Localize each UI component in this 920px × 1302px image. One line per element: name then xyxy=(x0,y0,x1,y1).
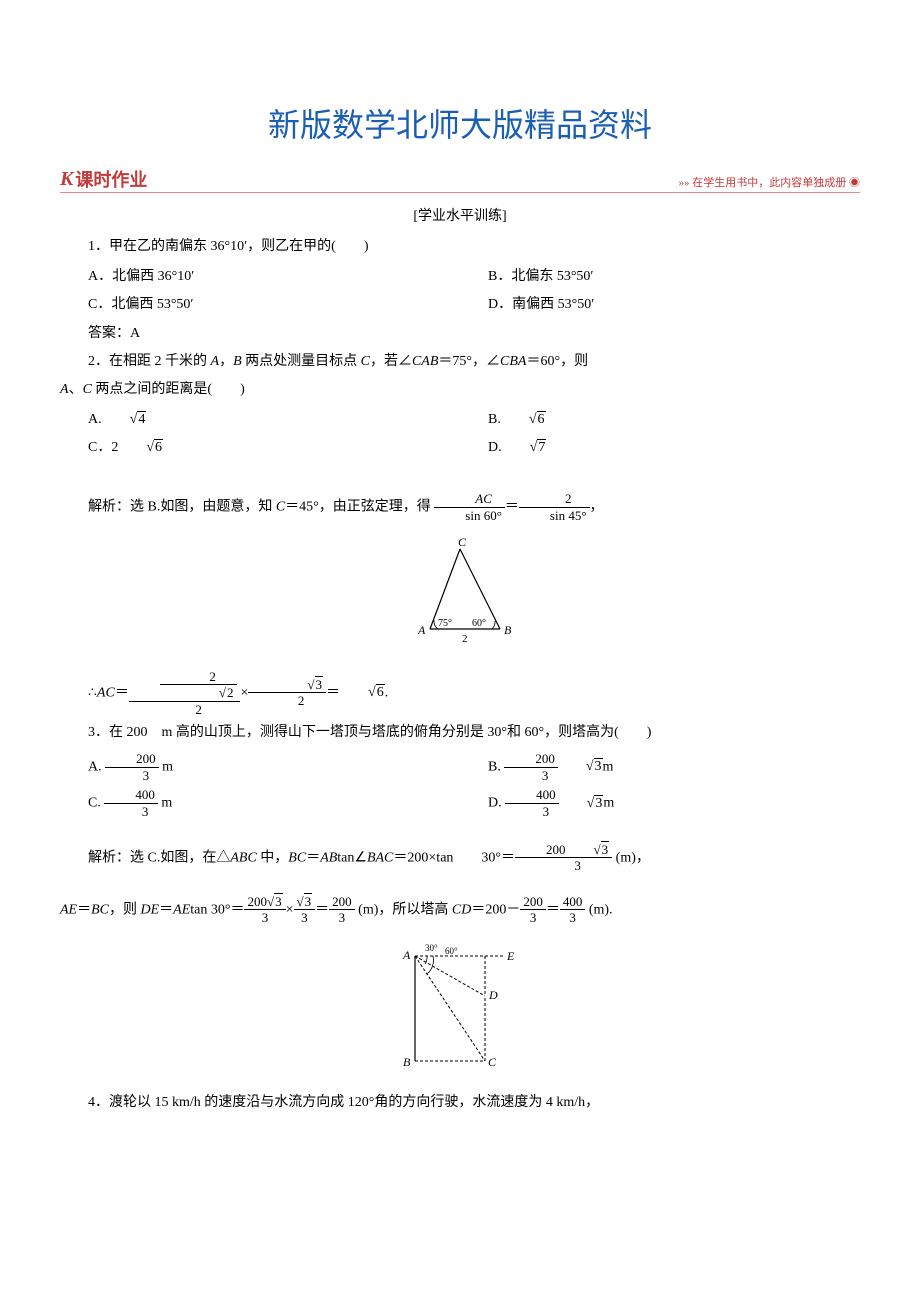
q1-options: A．北偏西 36°10′ B．北偏东 53°50′ C．北偏西 53°50′ D… xyxy=(60,263,860,319)
q2-optC: C．2√6 xyxy=(60,436,460,460)
svg-text:B: B xyxy=(403,1055,411,1069)
q3-optD: D. 4003√3m xyxy=(460,787,860,819)
document-title: 新版数学北师大版精品资料 xyxy=(60,100,860,146)
q3-optB: B. 2003√3m xyxy=(460,751,860,783)
q3-figure: A B C D E 30° 60° xyxy=(60,936,860,1081)
svg-text:E: E xyxy=(506,949,515,963)
fraction: √32 xyxy=(248,677,326,709)
fraction: 2sin 45° xyxy=(519,491,590,523)
svg-text:A: A xyxy=(402,948,411,962)
svg-text:C: C xyxy=(488,1055,497,1069)
fraction: 200√33 xyxy=(515,842,612,874)
q3-stem: 3．在 200 m 高的山顶上，测得山下一塔顶与塔底的俯角分别是 30°和 60… xyxy=(60,721,860,745)
svg-text:C: C xyxy=(458,535,467,549)
q1-stem: 1．甲在乙的南偏东 36°10′，则乙在甲的( ) xyxy=(60,235,860,259)
banner-right: »» 在学生用书中，此内容单独成册 ◉ xyxy=(679,174,861,192)
q3-solution: 解析：选 C.如图，在△ABC 中，BC＝ABtan∠BAC＝200×tan 3… xyxy=(60,842,860,874)
svg-text:60°: 60° xyxy=(472,618,486,629)
triangle-diagram: C A B 75° 60° 2 xyxy=(400,534,520,644)
svg-text:A: A xyxy=(417,623,426,637)
page: 新版数学北师大版精品资料 K 课时作业 »» 在学生用书中，此内容单独成册 ◉ … xyxy=(0,0,920,1159)
q2-solution2: ∴AC＝2√22×√32＝√6. xyxy=(60,669,860,718)
fraction: ACsin 60° xyxy=(434,491,505,523)
q1-optC: C．北偏西 53°50′ xyxy=(60,293,460,317)
svg-text:2: 2 xyxy=(462,633,468,644)
q2-options: A.√4 B.√6 C．2√6 D.√7 xyxy=(60,406,860,462)
banner-left: K 课时作业 xyxy=(60,166,147,192)
fraction: 2√22 xyxy=(129,669,241,718)
q2-optD: D.√7 xyxy=(460,436,860,460)
q1-optB: B．北偏东 53°50′ xyxy=(460,265,860,289)
q2-stem: 2．在相距 2 千米的 A，B 两点处测量目标点 C，若∠CAB＝75°，∠CB… xyxy=(60,350,860,374)
q1-optD: D．南偏西 53°50′ xyxy=(460,293,860,317)
svg-text:D: D xyxy=(488,988,498,1002)
q3-optA: A. 2003 m xyxy=(60,751,460,783)
q1-answer: 答案：A xyxy=(60,322,860,346)
svg-text:B: B xyxy=(504,623,512,637)
svg-text:60°: 60° xyxy=(445,946,458,956)
q2-optA: A.√4 xyxy=(60,408,460,432)
q2-stem2: A、C 两点之间的距离是( ) xyxy=(60,378,860,402)
q4-stem: 4．渡轮以 15 km/h 的速度沿与水流方向成 120°角的方向行驶，水流速度… xyxy=(60,1091,860,1115)
tower-diagram: A B C D E 30° 60° xyxy=(395,936,525,1076)
q2-figure: C A B 75° 60° 2 xyxy=(60,534,860,649)
q3-optC: C. 4003 m xyxy=(60,787,460,819)
banner-logo: K xyxy=(60,168,73,191)
svg-text:75°: 75° xyxy=(438,618,452,629)
q3-options: A. 2003 m B. 2003√3m C. 4003 m D. 4003√3… xyxy=(60,749,860,821)
section-header: [学业水平训练] xyxy=(60,205,860,225)
q1-optA: A．北偏西 36°10′ xyxy=(60,265,460,289)
banner-left-text: 课时作业 xyxy=(75,166,147,192)
q2-optB: B.√6 xyxy=(460,408,860,432)
q2-solution: 解析：选 B.如图，由题意，知 C＝45°，由正弦定理，得 ACsin 60°＝… xyxy=(60,491,860,523)
banner: K 课时作业 »» 在学生用书中，此内容单独成册 ◉ xyxy=(60,166,860,193)
svg-text:30°: 30° xyxy=(425,943,438,953)
q3-solution2: AE＝BC，则 DE＝AEtan 30°＝200√33×√33＝2003 (m)… xyxy=(60,894,860,926)
